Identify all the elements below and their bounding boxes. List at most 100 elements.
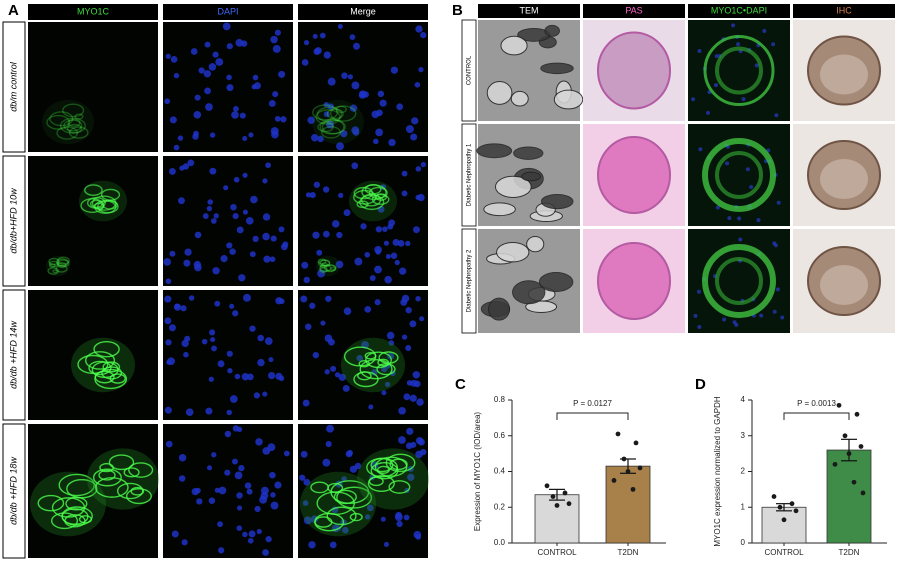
capillary-loop bbox=[370, 457, 394, 473]
nucleus bbox=[223, 185, 229, 191]
nucleus bbox=[209, 329, 216, 336]
glomerulus-glow bbox=[357, 448, 429, 510]
capillary-loop bbox=[310, 481, 329, 494]
nucleus bbox=[300, 450, 308, 458]
nucleus bbox=[236, 492, 243, 499]
nucleus bbox=[214, 300, 221, 307]
nucleus bbox=[270, 35, 278, 44]
nucleus bbox=[364, 251, 370, 258]
nucleus bbox=[420, 448, 427, 456]
nucleus bbox=[183, 259, 191, 267]
data-point bbox=[793, 508, 799, 514]
nucleus bbox=[772, 241, 777, 246]
nucleus bbox=[207, 199, 214, 205]
nucleus bbox=[360, 223, 367, 230]
tem-structure bbox=[510, 90, 529, 107]
nucleus bbox=[214, 487, 220, 493]
nucleus bbox=[774, 113, 779, 118]
nucleus bbox=[263, 255, 271, 263]
capillary-loop bbox=[57, 259, 70, 268]
nucleus bbox=[268, 100, 276, 107]
glomerulus-glow bbox=[46, 255, 70, 277]
data-point bbox=[854, 411, 860, 417]
if-glomerulus bbox=[702, 138, 776, 212]
nucleus bbox=[323, 51, 331, 59]
bar bbox=[605, 465, 651, 544]
nucleus bbox=[280, 116, 287, 123]
nucleus bbox=[734, 322, 739, 327]
nucleus bbox=[255, 438, 263, 446]
nucleus bbox=[322, 458, 331, 467]
nucleus bbox=[217, 360, 225, 368]
nucleus bbox=[274, 29, 281, 36]
micrograph bbox=[163, 424, 293, 558]
nucleus bbox=[215, 58, 224, 66]
capillary-loop bbox=[102, 199, 118, 210]
capillary-loop bbox=[336, 486, 373, 509]
row-label-box bbox=[2, 21, 26, 153]
nucleus bbox=[213, 213, 219, 219]
data-point bbox=[836, 402, 842, 408]
nucleus bbox=[209, 132, 216, 138]
nucleus bbox=[177, 135, 184, 141]
capillary-loop bbox=[319, 264, 332, 273]
column-header: MYO1C•DAPI bbox=[711, 5, 767, 15]
nucleus bbox=[301, 261, 309, 269]
nucleus bbox=[383, 240, 390, 246]
tem-structure bbox=[496, 242, 530, 263]
nucleus bbox=[211, 345, 217, 352]
nucleus bbox=[274, 115, 281, 122]
nucleus bbox=[303, 478, 311, 486]
nucleus bbox=[413, 530, 422, 539]
nucleus bbox=[745, 167, 750, 172]
nucleus bbox=[352, 129, 360, 136]
glomerulus-glow bbox=[71, 337, 135, 393]
micrograph-bg bbox=[298, 156, 428, 286]
y-axis-label: MYO1C expression normalized to GAPDH bbox=[713, 396, 722, 547]
capillary-loop bbox=[94, 477, 129, 498]
nucleus bbox=[392, 238, 400, 246]
nucleus bbox=[405, 306, 412, 314]
nucleus bbox=[312, 33, 318, 39]
nucleus bbox=[252, 74, 259, 81]
nucleus bbox=[236, 426, 243, 433]
nucleus bbox=[396, 520, 403, 528]
data-point bbox=[842, 433, 848, 439]
micrograph-bg bbox=[28, 424, 158, 558]
nucleus bbox=[409, 394, 417, 402]
nucleus bbox=[415, 25, 423, 33]
nucleus bbox=[317, 269, 326, 278]
nucleus bbox=[194, 94, 201, 101]
x-tick-label: CONTROL bbox=[537, 548, 577, 557]
tem-structure bbox=[488, 297, 511, 321]
nucleus bbox=[693, 313, 698, 318]
micrograph bbox=[163, 22, 293, 152]
nucleus bbox=[237, 505, 243, 511]
nucleus bbox=[208, 63, 217, 71]
significance-bracket bbox=[556, 412, 629, 420]
nucleus bbox=[188, 295, 195, 301]
nucleus bbox=[411, 117, 419, 125]
capillary-loop bbox=[47, 267, 60, 275]
capillary-loop bbox=[353, 186, 374, 200]
nucleus bbox=[780, 315, 785, 320]
significance-bracket bbox=[783, 412, 850, 420]
nucleus bbox=[418, 438, 425, 446]
column-header: MYO1C bbox=[77, 6, 110, 16]
nucleus bbox=[220, 255, 228, 263]
nucleus bbox=[336, 142, 345, 151]
nucleus bbox=[232, 213, 239, 220]
nucleus bbox=[224, 469, 231, 476]
nucleus bbox=[249, 251, 256, 258]
nucleus bbox=[169, 116, 177, 124]
nucleus bbox=[335, 260, 344, 269]
row-label: db/db+HFD 10w bbox=[8, 188, 18, 254]
nucleus bbox=[409, 320, 417, 328]
ihc-space bbox=[820, 54, 868, 95]
nucleus bbox=[208, 497, 216, 504]
bar bbox=[534, 494, 580, 544]
capillary-loop bbox=[77, 354, 109, 374]
tem-structure bbox=[512, 280, 546, 305]
capillary-loop bbox=[367, 475, 395, 492]
